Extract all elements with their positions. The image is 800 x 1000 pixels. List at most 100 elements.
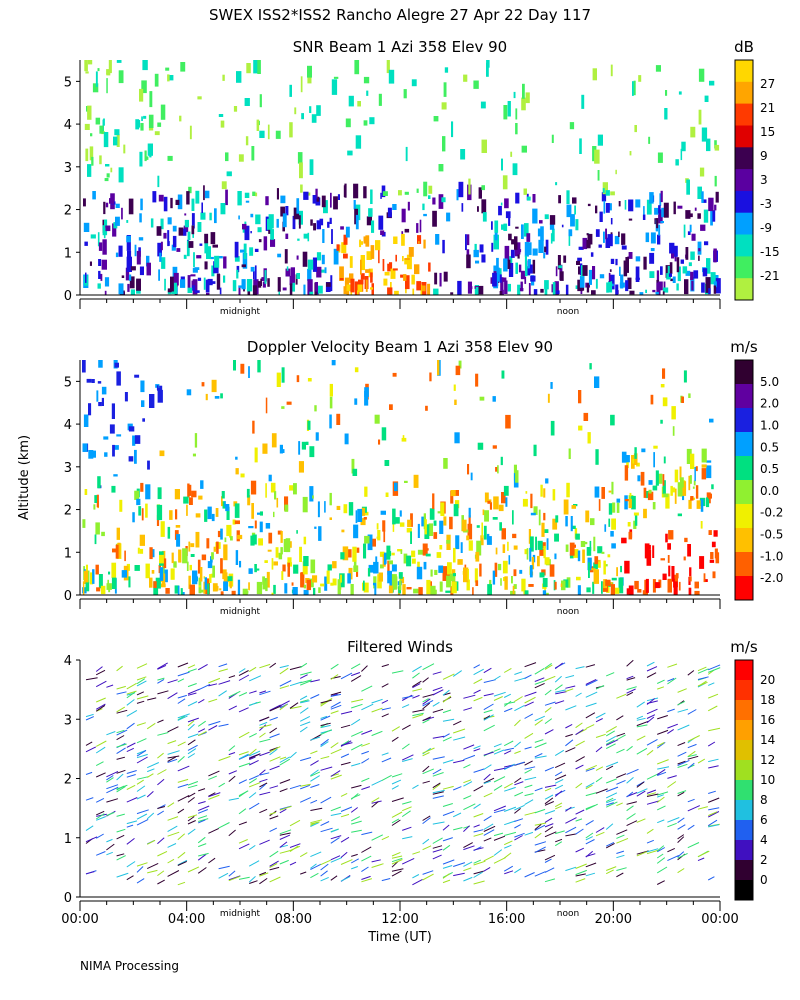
wind-barb: [330, 857, 343, 863]
wind-barb: [544, 689, 552, 696]
heatmap-cell: [352, 546, 357, 562]
heatmap-cell: [220, 120, 225, 128]
wind-barb: [391, 859, 403, 865]
heatmap-cell: [376, 523, 379, 530]
wind-barb: [452, 670, 462, 677]
wind-barb: [269, 727, 278, 734]
wind-barb: [657, 819, 665, 824]
heatmap-cell: [538, 239, 544, 253]
heatmap-cell: [406, 528, 412, 533]
heatmap-cell: [517, 284, 521, 295]
wind-barb: [116, 769, 126, 774]
wind-barb: [238, 753, 249, 760]
heatmap-cell: [645, 232, 650, 243]
wind-barb: [106, 786, 119, 794]
wind-barb: [289, 845, 299, 853]
heatmap-cell: [379, 551, 385, 557]
heatmap-cell: [296, 255, 299, 260]
wind-barb: [667, 663, 678, 668]
wind-barb: [493, 776, 506, 783]
heatmap-cell: [350, 278, 355, 293]
wind-barb: [534, 841, 547, 846]
heatmap-cell: [594, 376, 600, 388]
heatmap-cell: [214, 255, 220, 268]
wind-barb: [340, 859, 353, 865]
panel-title: Doppler Velocity Beam 1 Azi 358 Elev 90: [247, 338, 553, 356]
heatmap-cell: [142, 418, 145, 422]
wind-barb: [126, 682, 137, 690]
heatmap-cell: [118, 245, 123, 257]
heatmap-cell: [128, 426, 135, 432]
wind-barb: [381, 713, 389, 718]
heatmap-cell: [357, 508, 363, 522]
heatmap-cell: [591, 568, 596, 571]
heatmap-cell: [380, 510, 386, 515]
heatmap-cell: [524, 223, 529, 237]
wind-barb: [402, 836, 413, 840]
wind-barb: [667, 854, 680, 862]
heatmap-cell: [590, 252, 594, 257]
heatmap-cell: [440, 502, 445, 516]
heatmap-cell: [321, 195, 326, 208]
heatmap-cell: [188, 186, 192, 194]
heatmap-cell: [167, 230, 170, 247]
wind-barb: [483, 679, 496, 683]
wind-barb: [177, 662, 189, 668]
heatmap-cell: [411, 550, 416, 558]
heatmap-cell: [447, 562, 452, 576]
heatmap-cell: [505, 414, 511, 429]
heatmap-cell: [333, 196, 338, 210]
heatmap-cell: [155, 577, 161, 589]
wind-barb: [197, 853, 207, 861]
heatmap-cell: [121, 570, 127, 578]
heatmap-cell: [496, 257, 499, 272]
wind-barb: [626, 686, 637, 691]
wind-barb: [708, 664, 721, 671]
wind-barb: [391, 870, 402, 877]
wind-barb: [606, 778, 617, 784]
wind-barb: [708, 765, 719, 769]
heatmap-cell: [141, 116, 143, 121]
heatmap-cell: [613, 587, 620, 594]
heatmap-cell: [672, 426, 675, 436]
heatmap-cell: [90, 133, 93, 137]
heatmap-cell: [307, 268, 312, 281]
heatmap-cell: [193, 252, 195, 268]
heatmap-cell: [482, 509, 485, 516]
wind-barb: [677, 834, 685, 840]
heatmap-cell: [200, 212, 206, 220]
heatmap-cell: [85, 71, 89, 74]
heatmap-cell: [484, 492, 489, 503]
heatmap-cell: [706, 258, 711, 274]
heatmap-cell: [428, 185, 433, 194]
wind-barb: [330, 855, 341, 861]
heatmap-cell: [507, 101, 511, 117]
wind-barb: [473, 748, 481, 752]
heatmap-cell: [347, 150, 353, 156]
heatmap-cell: [281, 406, 285, 409]
wind-barb: [238, 790, 248, 798]
heatmap-cell: [222, 569, 227, 580]
heatmap-cell: [503, 223, 508, 231]
wind-barb: [524, 713, 534, 719]
wind-barb: [432, 854, 442, 860]
heatmap-cell: [172, 266, 178, 278]
wind-barb: [646, 672, 657, 678]
heatmap-cell: [110, 167, 113, 173]
heatmap-cell: [544, 246, 547, 253]
plot-marks: [83, 60, 721, 295]
wind-barb: [534, 871, 546, 877]
heatmap-cell: [180, 62, 186, 72]
wind-barb: [708, 758, 719, 763]
wind-barb: [197, 867, 207, 874]
heatmap-cell: [114, 445, 119, 450]
heatmap-cell: [668, 273, 672, 277]
wind-barb: [606, 761, 619, 768]
heatmap-cell: [200, 589, 204, 593]
wind-barb: [361, 703, 374, 711]
wind-barb: [412, 665, 422, 673]
heatmap-cell: [521, 224, 524, 239]
heatmap-cell: [714, 548, 718, 559]
wind-barb: [412, 709, 425, 713]
heatmap-cell: [449, 516, 453, 530]
